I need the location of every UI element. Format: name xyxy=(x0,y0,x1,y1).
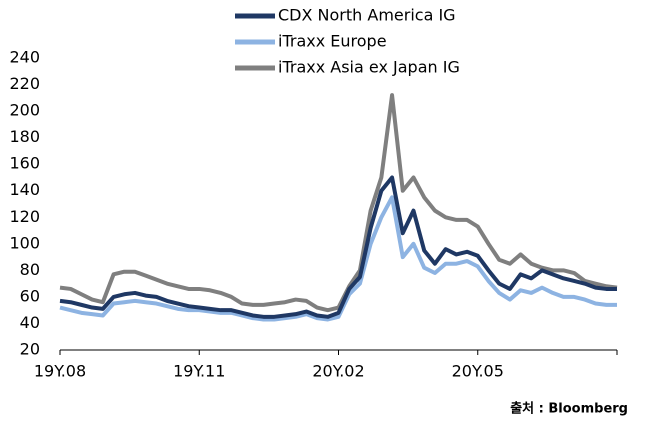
y-tick-label: 40 xyxy=(20,313,40,332)
y-tick-label: 80 xyxy=(20,260,40,279)
legend-label: iTraxx Europe xyxy=(278,32,387,51)
series-line xyxy=(59,93,618,313)
y-tick-label: 120 xyxy=(9,207,40,226)
series-line xyxy=(59,175,617,319)
x-tick-label: 19Y.11 xyxy=(173,362,225,381)
y-tick-label: 160 xyxy=(9,154,40,173)
x-tick-label: 20Y.02 xyxy=(312,362,364,381)
y-tick-label: 200 xyxy=(9,101,40,120)
y-tick-label: 140 xyxy=(9,180,40,199)
y-tick-label: 100 xyxy=(9,233,40,252)
y-tick-label: 220 xyxy=(9,74,40,93)
x-tick-label: 19Y.08 xyxy=(34,362,86,381)
series-line xyxy=(59,195,617,322)
y-tick-label: 20 xyxy=(20,340,40,359)
legend-label: CDX North America IG xyxy=(278,6,456,25)
y-tick-label: 240 xyxy=(9,48,40,67)
legend-label: iTraxx Asia ex Japan IG xyxy=(278,58,460,77)
y-tick-label: 180 xyxy=(9,127,40,146)
x-tick-label: 20Y.05 xyxy=(452,362,504,381)
y-tick-label: 60 xyxy=(20,286,40,305)
source: 출처 : Bloomberg xyxy=(510,401,628,417)
